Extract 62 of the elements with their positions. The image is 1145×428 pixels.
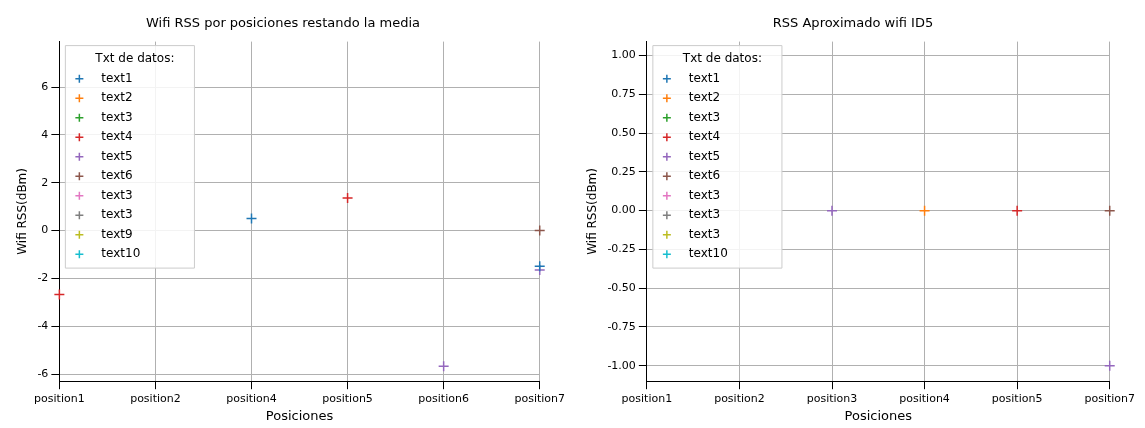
x-tick-label: position6 <box>418 391 469 405</box>
point <box>533 260 546 272</box>
legend-label: text1 <box>101 70 133 85</box>
x-axis-title: Posiciones <box>844 407 913 423</box>
y-tick-label: 6 <box>41 79 49 93</box>
y-tick-label: 0.75 <box>611 87 636 101</box>
legend-label: text3 <box>688 187 721 202</box>
y-tick-label: -0.50 <box>607 281 636 295</box>
legend-title: Txt de datos: <box>94 51 175 66</box>
legend-label: text3 <box>101 109 133 124</box>
x-tick-label: position7 <box>1084 391 1135 405</box>
y-tick-label: -6 <box>37 366 49 380</box>
legend-label: text4 <box>688 129 721 144</box>
x-tick-label: position4 <box>899 391 950 405</box>
legend-label: text3 <box>101 187 133 202</box>
y-tick-label: 1.00 <box>611 48 636 62</box>
point <box>245 212 258 225</box>
legend-label: text3 <box>688 207 721 222</box>
y-tick-label: -1.00 <box>607 358 636 372</box>
y-tick-label: -2 <box>37 271 49 285</box>
legend-label: text10 <box>101 246 141 261</box>
legend-label: text10 <box>688 246 728 261</box>
chart-title: Wifi RSS por posiciones restando la media <box>146 15 420 31</box>
y-tick-label: 0.00 <box>611 203 636 217</box>
x-tick-label: position7 <box>514 391 565 405</box>
y-tick-label: -0.25 <box>607 242 636 256</box>
x-tick-label: position4 <box>226 391 277 405</box>
y-tick-label: 4 <box>41 127 49 141</box>
point <box>53 288 66 301</box>
legend-label: text3 <box>688 109 721 124</box>
legend-label: text3 <box>688 226 721 241</box>
x-tick-label: position5 <box>991 391 1043 405</box>
x-tick-label: position3 <box>806 391 858 405</box>
legend-label: text3 <box>101 207 133 222</box>
x-tick-label: position1 <box>34 391 85 405</box>
y-tick-label: 0.50 <box>611 125 636 139</box>
chart-title: RSS Aproximado wifi ID5 <box>772 15 934 31</box>
point <box>437 360 450 373</box>
legend-label: text5 <box>688 148 721 163</box>
y-tick-label: 0 <box>41 223 49 237</box>
x-tick-label: position2 <box>130 391 181 405</box>
x-tick-label: position2 <box>714 391 765 405</box>
legend-title: Txt de datos: <box>681 51 762 66</box>
legend-label: text2 <box>101 90 133 105</box>
point <box>533 224 546 237</box>
x-tick-label: position5 <box>322 391 373 405</box>
y-tick-label: 0.25 <box>611 164 636 178</box>
legend-label: text9 <box>101 226 133 241</box>
y-tick-label: 2 <box>41 175 49 189</box>
legend-label: text6 <box>101 168 133 183</box>
legend-label: text4 <box>101 129 133 144</box>
legend-label: text6 <box>688 168 721 183</box>
x-axis-title: Posiciones <box>265 407 334 423</box>
y-tick-label: -4 <box>37 319 49 333</box>
legend-label: text2 <box>688 90 721 105</box>
y-tick-label: -0.75 <box>607 319 636 333</box>
point <box>341 192 354 204</box>
y-axis-title: Wifi RSS(dBm) <box>585 168 600 255</box>
legend-label: text1 <box>688 70 721 85</box>
legend-label: text5 <box>101 148 133 163</box>
x-tick-label: position1 <box>621 391 673 405</box>
y-axis-title: Wifi RSS(dBm) <box>15 168 30 255</box>
